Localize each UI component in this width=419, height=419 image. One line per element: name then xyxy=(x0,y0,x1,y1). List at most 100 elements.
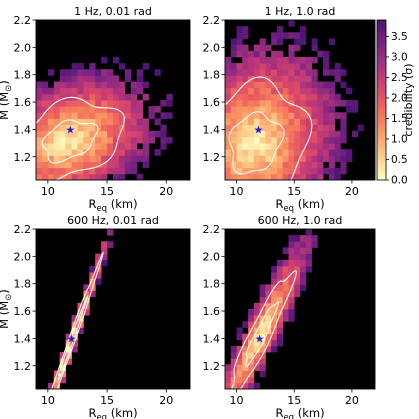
heatmap-cell xyxy=(271,130,278,138)
heatmap-cell xyxy=(101,259,108,267)
heatmap-cell xyxy=(340,149,347,156)
heatmap-cell xyxy=(282,302,289,310)
heatmap-cell xyxy=(328,38,336,46)
heatmap-cell xyxy=(236,87,243,95)
heatmap-cell xyxy=(225,149,232,156)
heatmap-cell xyxy=(71,75,78,82)
heatmap-cell xyxy=(107,149,114,156)
heatmap-cell xyxy=(242,56,249,64)
heatmap-cell xyxy=(282,167,289,175)
heatmap-cell xyxy=(53,376,61,384)
panel-1: ★ 10 15 20 1.2 1.4 1.6 1.8 2.0 2.2 1 Hz, 0.01 rad R… xyxy=(0,5,191,214)
heatmap-cell xyxy=(334,112,341,119)
heatmap-cell xyxy=(311,235,318,242)
heatmap-cell xyxy=(107,112,114,119)
heatmap-cell xyxy=(259,345,266,353)
heatmap-cell xyxy=(271,112,278,119)
heatmap-cell xyxy=(225,63,232,70)
heatmap-cell xyxy=(311,112,318,119)
heatmap-cell xyxy=(282,284,289,291)
heatmap-cell xyxy=(118,100,126,107)
heatmap-cell xyxy=(95,155,102,162)
heatmap-cell xyxy=(317,155,324,162)
heatmap-cell xyxy=(136,100,144,107)
heatmap-cell xyxy=(253,63,261,70)
y-axis-label: M (M⊙) xyxy=(0,289,14,329)
heatmap-cell xyxy=(160,124,167,132)
heatmap-cell xyxy=(288,106,295,113)
star-marker: ★ xyxy=(254,123,264,136)
heatmap-cell xyxy=(294,87,301,95)
heatmap-cell xyxy=(276,333,284,341)
heatmap-cell xyxy=(300,278,307,285)
heatmap-cell xyxy=(317,50,324,58)
heatmap-cell xyxy=(107,130,114,138)
heatmap-cell xyxy=(346,100,353,107)
heatmap-cell xyxy=(276,56,284,64)
heatmap-cell xyxy=(242,118,249,126)
heatmap-cell xyxy=(276,130,284,138)
heatmap-cell xyxy=(89,63,96,70)
heatmap-cell xyxy=(65,173,72,180)
heatmap-cell xyxy=(300,56,307,64)
panel-background xyxy=(36,229,190,389)
heatmap-cell xyxy=(276,155,284,162)
heatmap-cell xyxy=(294,63,301,70)
heatmap-cell xyxy=(334,173,341,180)
x-tick-label: 10 xyxy=(41,185,55,198)
heatmap-cell xyxy=(59,167,67,175)
heatmap-cell xyxy=(323,112,330,119)
heatmap-cell xyxy=(95,130,102,138)
heatmap-cell xyxy=(242,124,249,132)
heatmap-cell xyxy=(259,296,266,304)
heatmap-cell xyxy=(71,118,78,126)
heatmap-cell xyxy=(276,106,284,113)
heatmap-cell xyxy=(334,149,341,156)
heatmap-cell xyxy=(77,69,84,76)
heatmap-cell xyxy=(77,167,84,175)
heatmap-cell xyxy=(294,93,301,101)
heatmap-cell xyxy=(107,118,114,126)
heatmap-cell xyxy=(113,75,120,82)
heatmap-cell xyxy=(282,155,289,162)
heatmap-cell xyxy=(288,56,295,64)
heatmap-cell xyxy=(41,81,49,89)
heatmap-cell xyxy=(118,161,126,169)
colorbar-tick-label: 1.5 xyxy=(391,113,408,125)
heatmap-cell xyxy=(107,93,114,101)
heatmap-cell xyxy=(328,69,336,76)
heatmap-cell xyxy=(142,63,149,70)
heatmap-cell xyxy=(253,173,261,180)
x-tick-label: 20 xyxy=(159,185,173,198)
heatmap-cell xyxy=(71,81,78,89)
heatmap-cell xyxy=(248,106,255,113)
heatmap-cell xyxy=(259,44,266,52)
heatmap-cell xyxy=(346,87,353,95)
heatmap-cell xyxy=(65,130,72,138)
heatmap-cell xyxy=(288,241,295,248)
heatmap-cell xyxy=(236,93,243,101)
heatmap-cell xyxy=(351,100,359,107)
heatmap-cell xyxy=(271,161,278,169)
heatmap-cell xyxy=(242,32,249,39)
heatmap-cell xyxy=(113,130,120,138)
colorbar-tick-label: 0.0 xyxy=(391,175,408,187)
heatmap-cell xyxy=(230,100,237,107)
heatmap-cell xyxy=(300,136,307,144)
heatmap-cell xyxy=(271,296,278,304)
heatmap-cell xyxy=(242,93,249,101)
heatmap-cell xyxy=(288,93,295,101)
heatmap-cell xyxy=(118,155,126,162)
heatmap-cell xyxy=(317,130,324,138)
heatmap-cell xyxy=(300,161,307,169)
heatmap-cell xyxy=(317,173,324,180)
heatmap-cell xyxy=(77,63,84,70)
heatmap-cell xyxy=(242,155,249,162)
heatmap-cell xyxy=(83,309,90,316)
heatmap-cell xyxy=(328,136,336,144)
heatmap-cell xyxy=(276,315,284,322)
heatmap-cell xyxy=(265,155,272,162)
heatmap-cell xyxy=(305,130,312,138)
heatmap-cell xyxy=(276,26,284,33)
heatmap-cell xyxy=(83,290,90,298)
